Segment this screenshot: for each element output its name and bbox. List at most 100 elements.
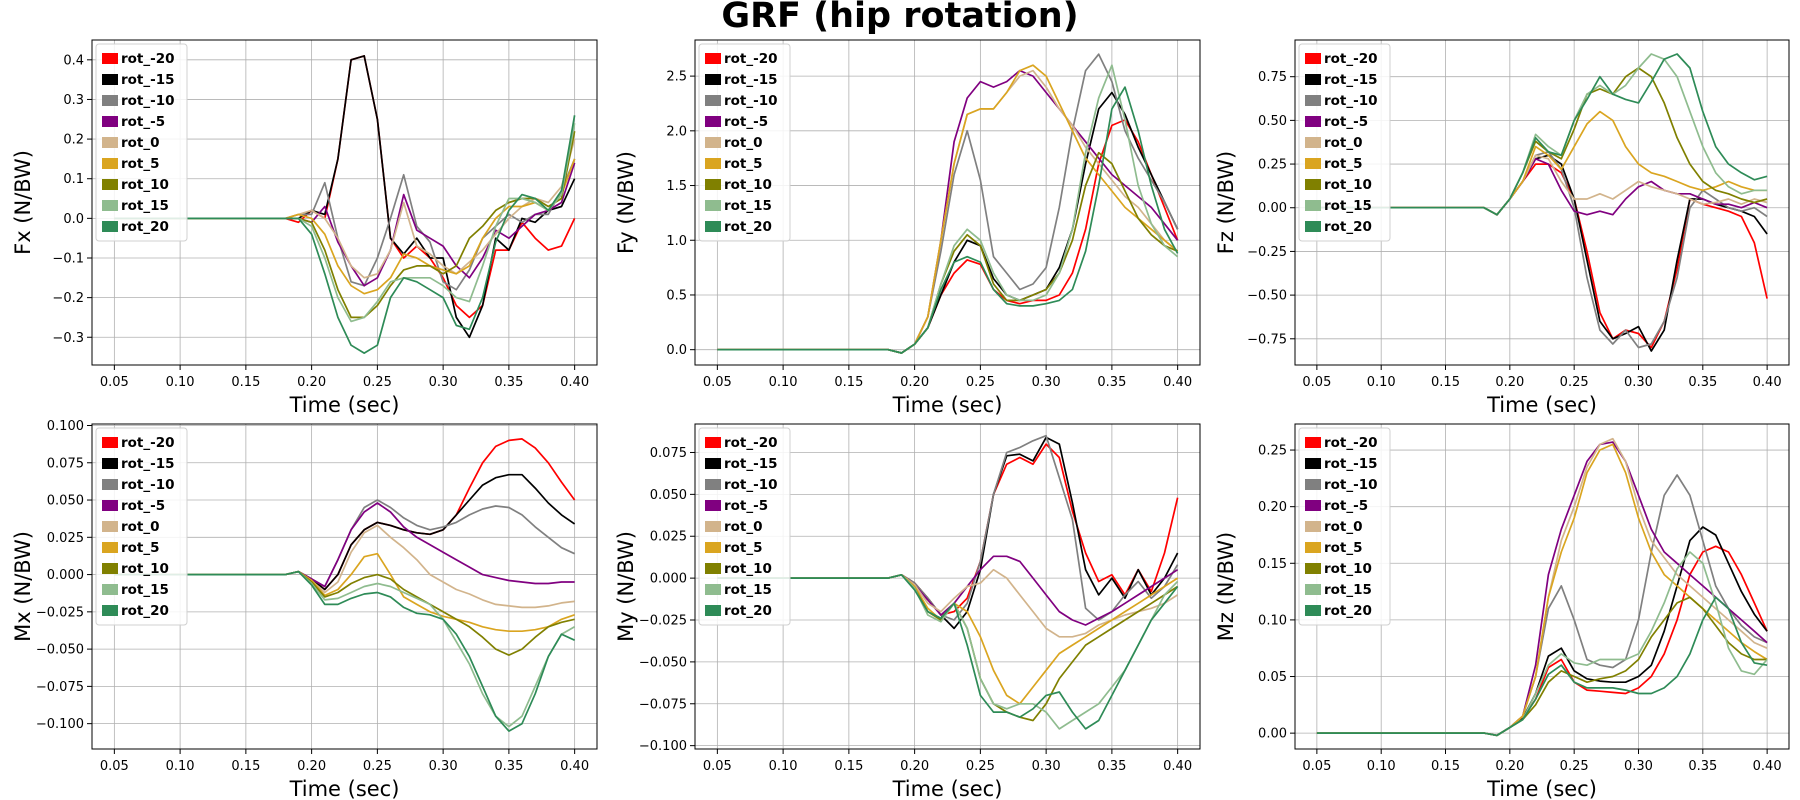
- legend-label: rot_-5: [121, 114, 165, 130]
- x-tick-label: 0.30: [1624, 759, 1653, 774]
- legend-swatch: [102, 563, 118, 574]
- legend-swatch: [705, 521, 721, 532]
- legend-swatch: [102, 500, 118, 511]
- legend-label: rot_-15: [121, 456, 175, 472]
- series-line-rot_20: [1316, 596, 1768, 737]
- y-tick-label: 0.10: [1258, 613, 1287, 628]
- x-tick-label: 0.15: [1431, 759, 1460, 774]
- legend-label: rot_-10: [121, 477, 175, 493]
- chart-panel-6: 0.05 0.10 0.15 0.20 0.25 0.30 0.35 0.40 0.00 0.05…: [1214, 423, 1790, 800]
- y-axis-label: Mz (N/BW): [1214, 532, 1238, 641]
- y-tick-label: 0.000: [47, 568, 84, 583]
- legend-label: rot_-5: [1324, 114, 1368, 130]
- legend-label: rot_-10: [724, 477, 778, 493]
- legend-swatch: [705, 479, 721, 490]
- y-tick-label: −0.050: [36, 643, 84, 658]
- x-tick-label: 0.05: [100, 375, 129, 390]
- legend-label: rot_-5: [121, 498, 165, 514]
- series-line-rot_20: [1316, 53, 1768, 216]
- y-tick-label: 0.3: [63, 93, 84, 108]
- x-tick-label: 0.15: [834, 759, 863, 774]
- legend-label: rot_20: [121, 219, 169, 235]
- x-tick-label: 0.05: [703, 375, 732, 390]
- legend-label: rot_15: [724, 582, 772, 598]
- y-tick-label: −0.3: [52, 331, 84, 346]
- legend-swatch: [705, 158, 721, 169]
- x-tick-label: 0.10: [1367, 759, 1396, 774]
- legend-label: rot_20: [724, 219, 772, 235]
- chart-panel-4: 0.05 0.10 0.15 0.20 0.25 0.30 0.35 0.40 −0.100 −0…: [11, 419, 598, 800]
- legend-swatch: [1305, 200, 1321, 211]
- x-tick-label: 0.20: [900, 375, 929, 390]
- legend-swatch: [705, 179, 721, 190]
- x-tick-label: 0.15: [1431, 375, 1460, 390]
- x-tick-label: 0.15: [231, 759, 260, 774]
- y-tick-label: 0.050: [47, 494, 84, 509]
- legend-label: rot_15: [724, 198, 772, 214]
- legend-box: [1298, 427, 1391, 626]
- legend-label: rot_-5: [724, 114, 768, 130]
- legend-swatch: [705, 584, 721, 595]
- y-tick-label: −0.75: [1247, 332, 1287, 347]
- legend-swatch: [705, 200, 721, 211]
- legend-label: rot_-10: [724, 93, 778, 109]
- y-tick-label: 0.25: [1258, 158, 1287, 173]
- y-tick-label: 1.0: [666, 234, 687, 249]
- x-tick-label: 0.40: [1163, 759, 1192, 774]
- legend-label: rot_-15: [1324, 72, 1378, 88]
- legend-swatch: [1305, 158, 1321, 169]
- legend-swatch: [102, 200, 118, 211]
- legend-label: rot_15: [121, 582, 169, 598]
- x-tick-label: 0.40: [560, 375, 589, 390]
- x-tick-label: 0.25: [1560, 375, 1589, 390]
- legend-label: rot_-15: [724, 456, 778, 472]
- x-axis-label: Time (sec): [1486, 777, 1597, 800]
- x-tick-label: 0.10: [166, 759, 195, 774]
- x-tick-label: 0.35: [1097, 759, 1126, 774]
- legend-swatch: [102, 95, 118, 106]
- legend-swatch: [705, 74, 721, 85]
- legend-swatch: [705, 500, 721, 511]
- series-line-rot_0: [114, 138, 576, 279]
- y-tick-label: 0.20: [1258, 500, 1287, 515]
- plot-frame: [694, 423, 1201, 750]
- legend-swatch: [102, 458, 118, 469]
- legend-swatch: [102, 605, 118, 616]
- legend-label: rot_5: [1324, 540, 1363, 556]
- y-tick-label: 0.4: [63, 53, 84, 68]
- y-tick-label: 0.025: [650, 530, 687, 545]
- x-tick-label: 0.25: [966, 759, 995, 774]
- legend-label: rot_-15: [724, 72, 778, 88]
- legend-swatch: [705, 563, 721, 574]
- legend-label: rot_0: [121, 519, 160, 535]
- legend-swatch: [102, 521, 118, 532]
- y-tick-label: 0.15: [1258, 557, 1287, 572]
- y-tick-label: 1.5: [666, 179, 687, 194]
- legend-swatch: [705, 437, 721, 448]
- legend-label: rot_-20: [121, 51, 175, 67]
- x-tick-label: 0.40: [1163, 375, 1192, 390]
- chart-panel-3: 0.05 0.10 0.15 0.20 0.25 0.30 0.35 0.40 −0.75 −0.…: [1214, 39, 1790, 417]
- x-tick-label: 0.10: [769, 759, 798, 774]
- y-tick-label: −0.100: [36, 717, 84, 732]
- legend-label: rot_20: [121, 603, 169, 619]
- x-tick-label: 0.15: [834, 375, 863, 390]
- x-tick-label: 0.35: [1688, 375, 1717, 390]
- legend-label: rot_-15: [121, 72, 175, 88]
- y-tick-label: 0.05: [1258, 670, 1287, 685]
- legend-label: rot_10: [121, 561, 169, 577]
- legend-swatch: [1305, 116, 1321, 127]
- legend-box: [95, 43, 188, 242]
- x-tick-label: 0.05: [1302, 375, 1331, 390]
- x-tick-label: 0.25: [363, 759, 392, 774]
- legend-label: rot_0: [724, 135, 763, 151]
- legend-label: rot_5: [724, 540, 763, 556]
- legend-label: rot_10: [724, 177, 772, 193]
- legend-swatch: [1305, 458, 1321, 469]
- y-tick-label: 0.000: [650, 572, 687, 587]
- y-axis-label: Fx (N/BW): [11, 150, 35, 255]
- legend-swatch: [705, 458, 721, 469]
- series-line-rot_5: [114, 158, 576, 295]
- legend-box: [1298, 43, 1391, 242]
